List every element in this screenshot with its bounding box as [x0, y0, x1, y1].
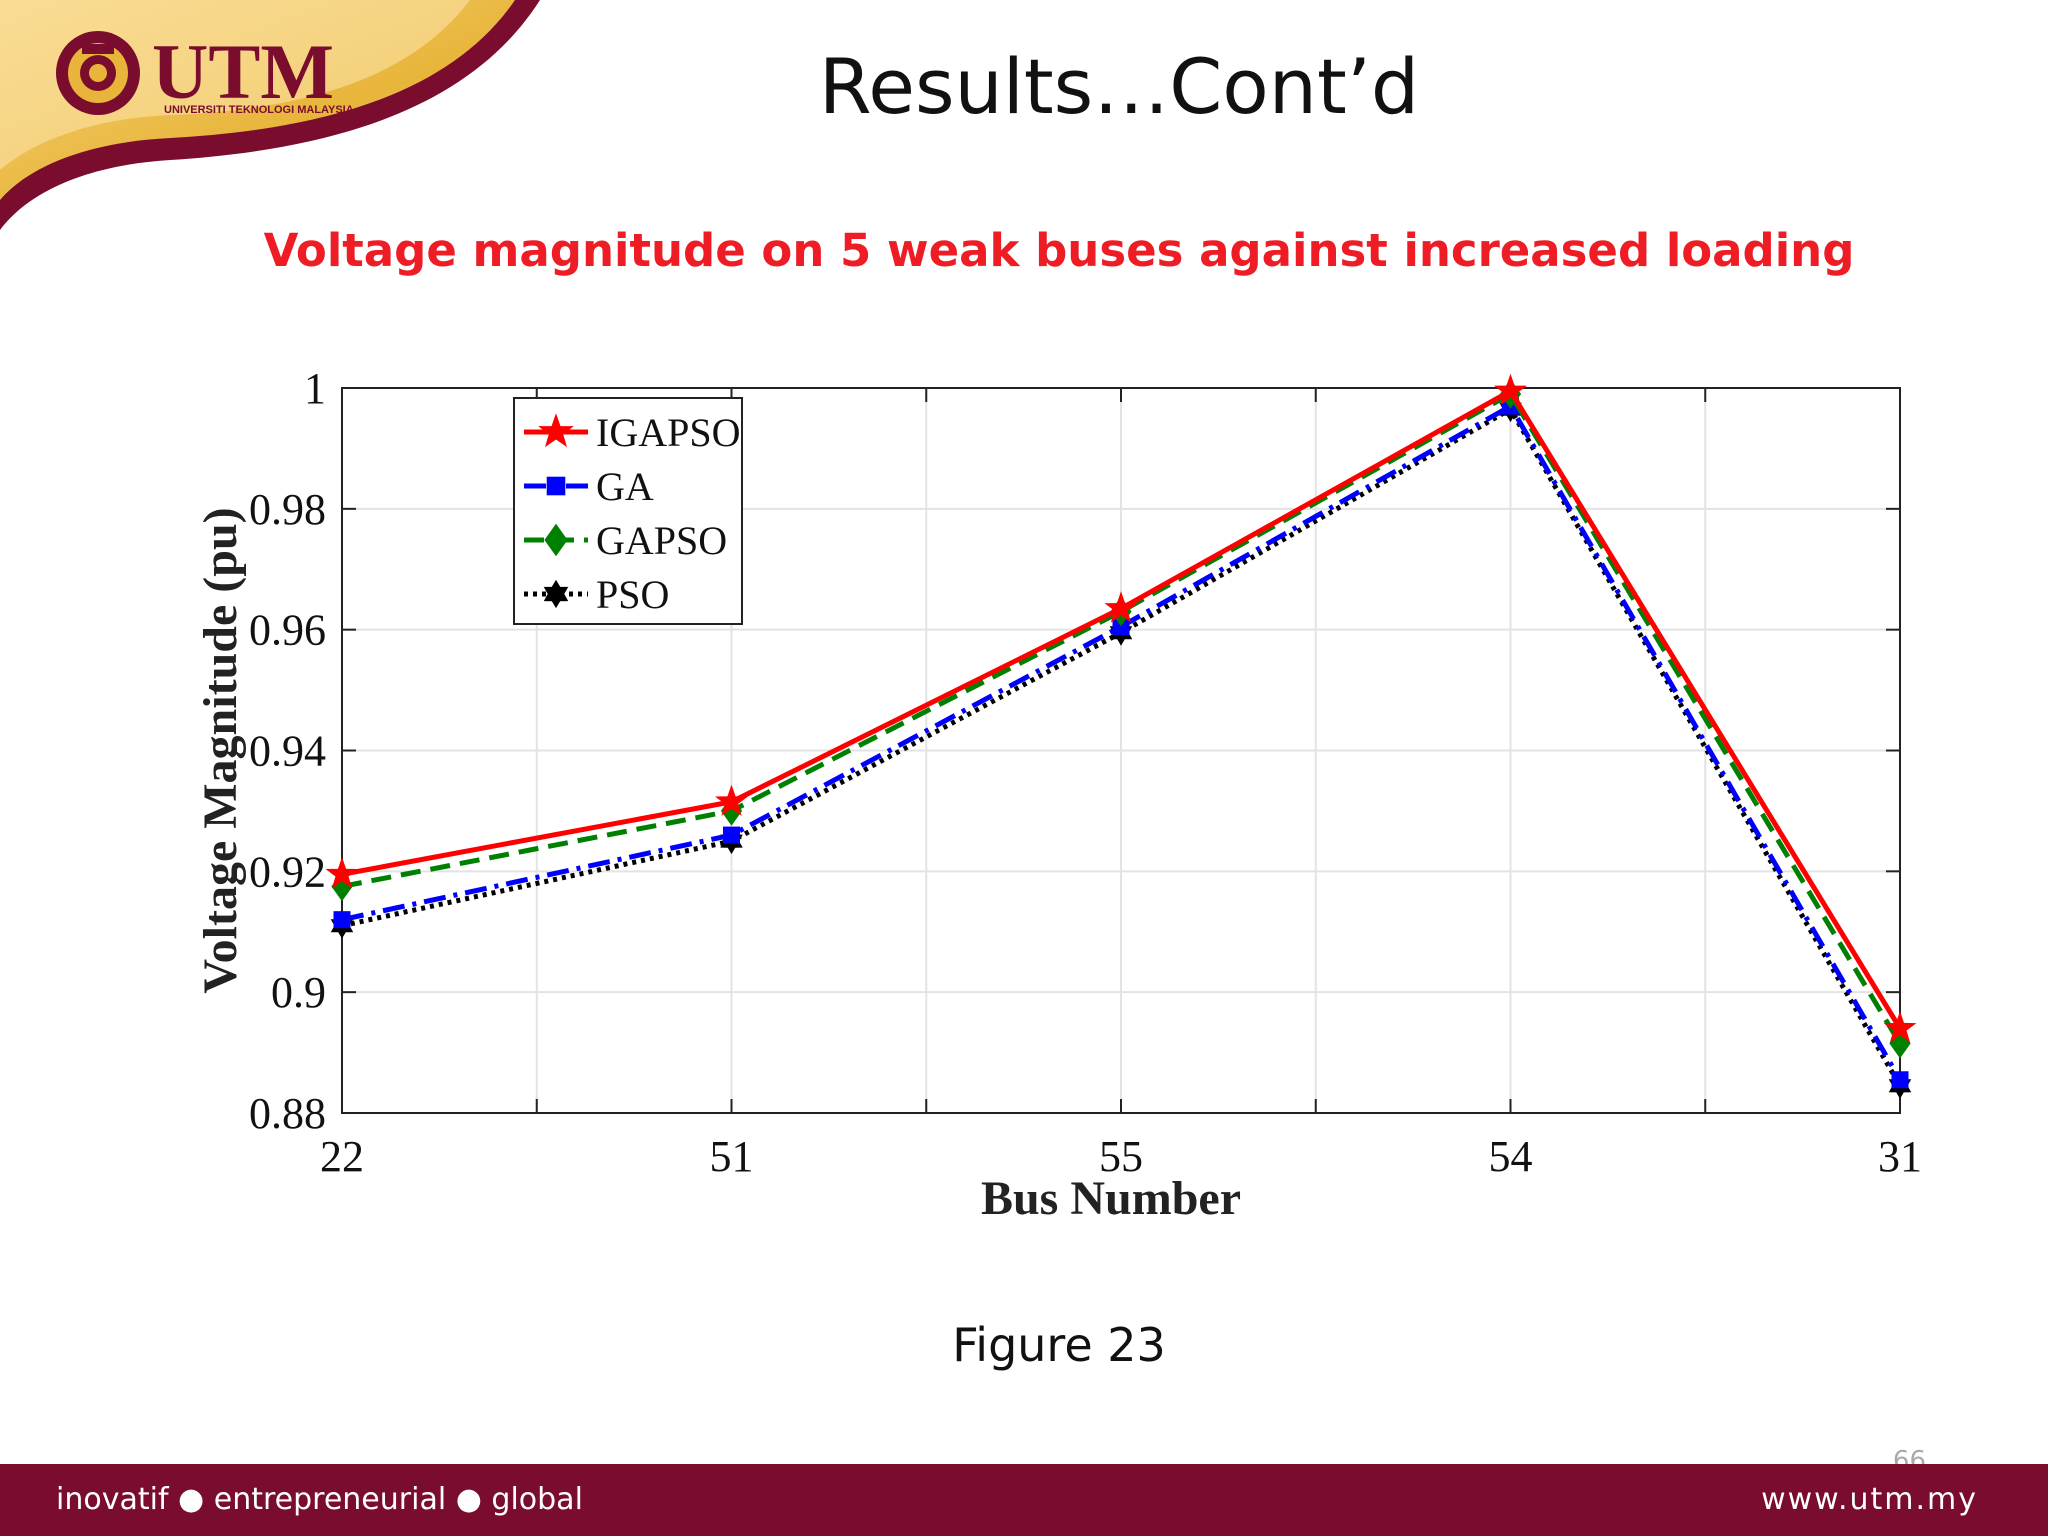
y-axis-title: Voltage Magnitude (pu): [194, 507, 247, 993]
series-igapso: [325, 373, 1917, 1043]
legend-item-igapso: IGAPSO: [524, 410, 740, 455]
square-marker: [546, 476, 566, 496]
star-marker: [715, 784, 748, 816]
logo-subtext: UNIVERSITI TEKNOLOGI MALAYSIA: [164, 104, 354, 116]
x-tick-label: 31: [1878, 1132, 1922, 1181]
series-ga: [333, 397, 1909, 1089]
slide-subtitle: Voltage magnitude on 5 weak buses agains…: [263, 224, 1855, 277]
square-marker: [333, 911, 351, 929]
legend-item-ga: GA: [524, 464, 654, 509]
x-axis-title: Bus Number: [981, 1172, 1241, 1225]
diamond-marker: [544, 523, 568, 557]
star-marker: [538, 413, 574, 448]
y-tick-label: 1: [304, 364, 326, 413]
voltage-line-chart: 22 51 55 54 31 0.88 0.9 0.92 0.94 0.96 0.98 1 IGAPS…: [194, 364, 1922, 1225]
y-tick-label: 0.96: [249, 606, 326, 655]
footer-bar: inovatif ● entrepreneurial ● global www.…: [0, 1464, 2048, 1536]
x-tick-label: 51: [710, 1132, 754, 1181]
y-tick-label: 0.94: [249, 727, 326, 776]
square-marker: [1891, 1071, 1909, 1089]
star-marker: [1104, 591, 1138, 623]
star-marker: [1883, 1011, 1917, 1043]
logo-wordmark: UTM: [152, 28, 334, 115]
y-tick-label: 0.92: [249, 847, 326, 896]
legend-label: GAPSO: [596, 518, 727, 563]
legend-item-gapso: GAPSO: [524, 518, 727, 563]
footer-url: www.utm.my: [1761, 1482, 1978, 1517]
legend-label: GA: [596, 464, 654, 509]
legend-label: PSO: [596, 572, 669, 617]
slide-title: Results…Cont’d: [818, 42, 1420, 131]
hexagram-marker: [543, 579, 569, 609]
x-tick-label: 55: [1099, 1132, 1143, 1181]
axis-ticks: 22 51 55 54 31 0.88 0.9 0.92 0.94 0.96 0.98 1: [249, 364, 1922, 1181]
figure-caption: Figure 23: [952, 1318, 1166, 1372]
x-tick-label: 54: [1489, 1132, 1533, 1181]
star-marker: [1494, 373, 1527, 406]
legend-label: IGAPSO: [596, 410, 740, 455]
y-tick-label: 0.88: [249, 1089, 326, 1138]
footer-tagline: inovatif ● entrepreneurial ● global: [56, 1482, 583, 1517]
y-tick-label: 0.9: [271, 968, 326, 1017]
legend-item-pso: PSO: [524, 572, 669, 617]
utm-corner-banner: UTM UNIVERSITI TEKNOLOGI MALAYSIA: [0, 0, 540, 230]
star-marker: [325, 857, 359, 889]
y-tick-label: 0.98: [249, 485, 326, 534]
legend: IGAPSO GA GAPSO PSO: [513, 397, 743, 625]
utm-logo: [56, 31, 140, 115]
series-line: [341, 390, 1903, 1045]
x-tick-label: 22: [320, 1132, 364, 1181]
series-layer: [325, 373, 1917, 1099]
square-marker: [723, 826, 740, 844]
